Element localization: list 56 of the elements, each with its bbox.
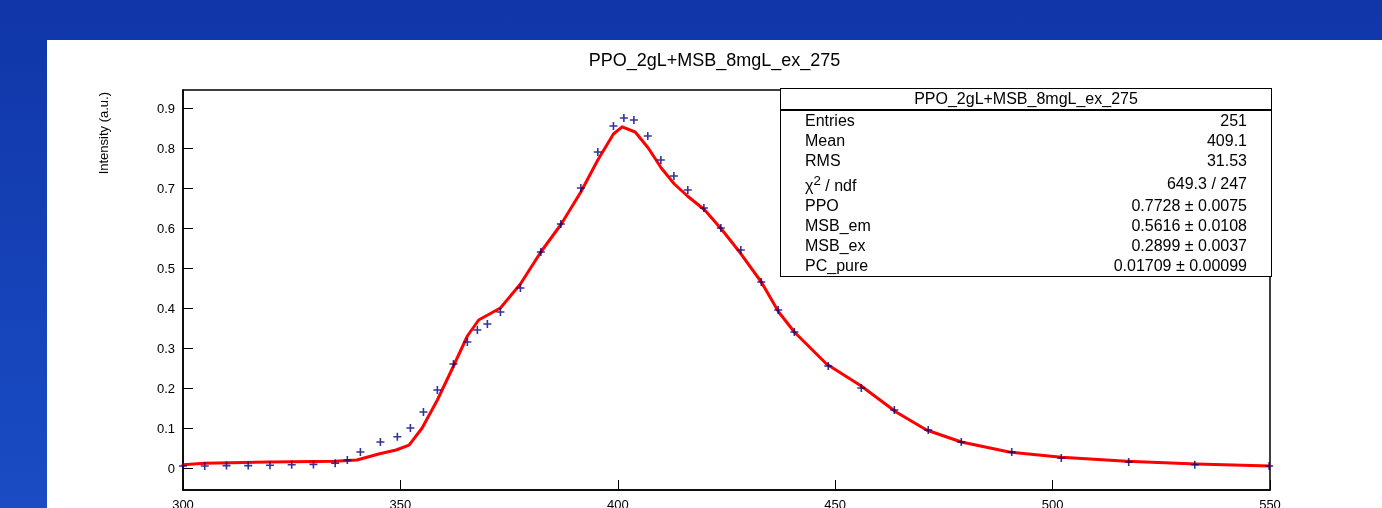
point <box>956 437 967 447</box>
point <box>923 425 934 435</box>
y-tick-label: 0.8 <box>156 140 175 156</box>
annotation: PC_pure <box>804 256 870 277</box>
point <box>683 185 693 195</box>
y-tick-label: 0.9 <box>156 100 175 116</box>
point <box>823 361 834 371</box>
point <box>576 183 586 193</box>
annotation: 0.2899 ± 0.0037 <box>1130 236 1248 257</box>
point <box>773 305 784 315</box>
point <box>556 219 566 229</box>
point <box>736 245 746 255</box>
y-tick-label: 0.7 <box>156 180 175 196</box>
y-tick-label: 0.4 <box>156 300 175 316</box>
y-axis-title: Intensity (a.u.) <box>96 91 111 175</box>
y-tick-label: 0.1 <box>156 420 175 436</box>
point <box>1006 447 1017 457</box>
y-tick-label: 0 <box>167 460 175 476</box>
y-tick-label: 0.5 <box>156 260 175 276</box>
point <box>716 223 726 233</box>
annotation: Mean <box>804 131 847 151</box>
annotation: Entries <box>804 111 856 131</box>
annotation: χ$^{2}$ / ndf <box>804 172 858 197</box>
point <box>756 277 767 287</box>
annotation: 0.5616 ± 0.0108 <box>1130 216 1248 237</box>
point <box>856 383 867 393</box>
chart-title: PPO_2gL+MSB_8mgL_ex_275 <box>588 50 841 71</box>
point <box>1056 453 1067 463</box>
point <box>265 460 275 470</box>
point <box>669 171 679 181</box>
point <box>1264 461 1274 471</box>
annotation: 409.1 <box>1205 131 1248 151</box>
point <box>643 131 653 141</box>
annotation: 0.7728 ± 0.0075 <box>1130 196 1248 217</box>
point <box>619 113 629 123</box>
annotation: 0.01709 ± 0.00099 <box>1112 256 1248 277</box>
annotation: PPO <box>804 196 840 217</box>
annotation: MSB_ex <box>804 236 867 257</box>
annotation: 31.53 <box>1205 151 1248 171</box>
annotation: 251 <box>1219 111 1248 131</box>
point <box>536 247 546 257</box>
annotation: RMS <box>804 151 842 171</box>
y-tick-label: 0.3 <box>156 340 175 356</box>
point <box>699 203 709 213</box>
annotation: 649.3 / 247 <box>1165 173 1248 194</box>
point <box>593 147 603 157</box>
point <box>656 155 666 165</box>
annotation: MSB_em <box>804 216 872 237</box>
point <box>178 461 188 471</box>
annotation: PPO_2gL+MSB_8mgL_ex_275 <box>913 89 1139 109</box>
y-tick-label: 0.6 <box>156 220 175 236</box>
point <box>1189 460 1200 470</box>
point <box>330 458 340 468</box>
y-tick-label: 0.2 <box>156 380 175 396</box>
point <box>629 115 639 125</box>
point <box>199 461 210 471</box>
